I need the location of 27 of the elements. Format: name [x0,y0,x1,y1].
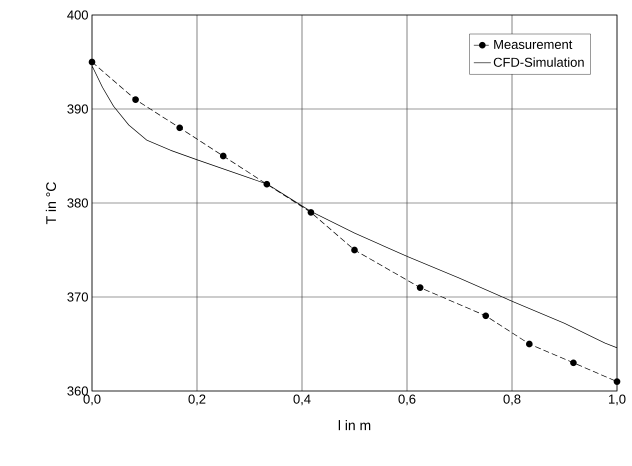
x-tick-label: 0,6 [398,394,416,406]
x-tick-label: 0,8 [504,394,520,406]
point [176,124,184,132]
point [263,180,270,188]
point [570,359,577,366]
y-axis-title: T in °C [46,182,56,224]
x-tick-label: 0,0 [83,394,100,406]
point [220,152,227,160]
point [308,209,314,216]
x-axis-title: l in m [338,420,370,430]
y-tick-label: 360 [67,386,88,396]
y-tick-label: 400 [67,10,88,20]
x-tick-label: 1,0 [608,394,626,406]
legend-label: Measurement [494,40,572,50]
point [88,58,96,66]
point [526,340,533,348]
y-tick-label: 370 [67,292,88,302]
point [416,284,424,291]
point [482,312,490,320]
point [614,378,620,385]
x-tick-label: 0,4 [294,394,311,406]
point [351,246,358,254]
legend-label: CFD-Simulation [494,57,584,67]
point [132,96,139,103]
y-tick-label: 380 [67,198,88,208]
x-tick-label: 0,2 [188,394,206,406]
y-tick-label: 390 [67,104,88,114]
